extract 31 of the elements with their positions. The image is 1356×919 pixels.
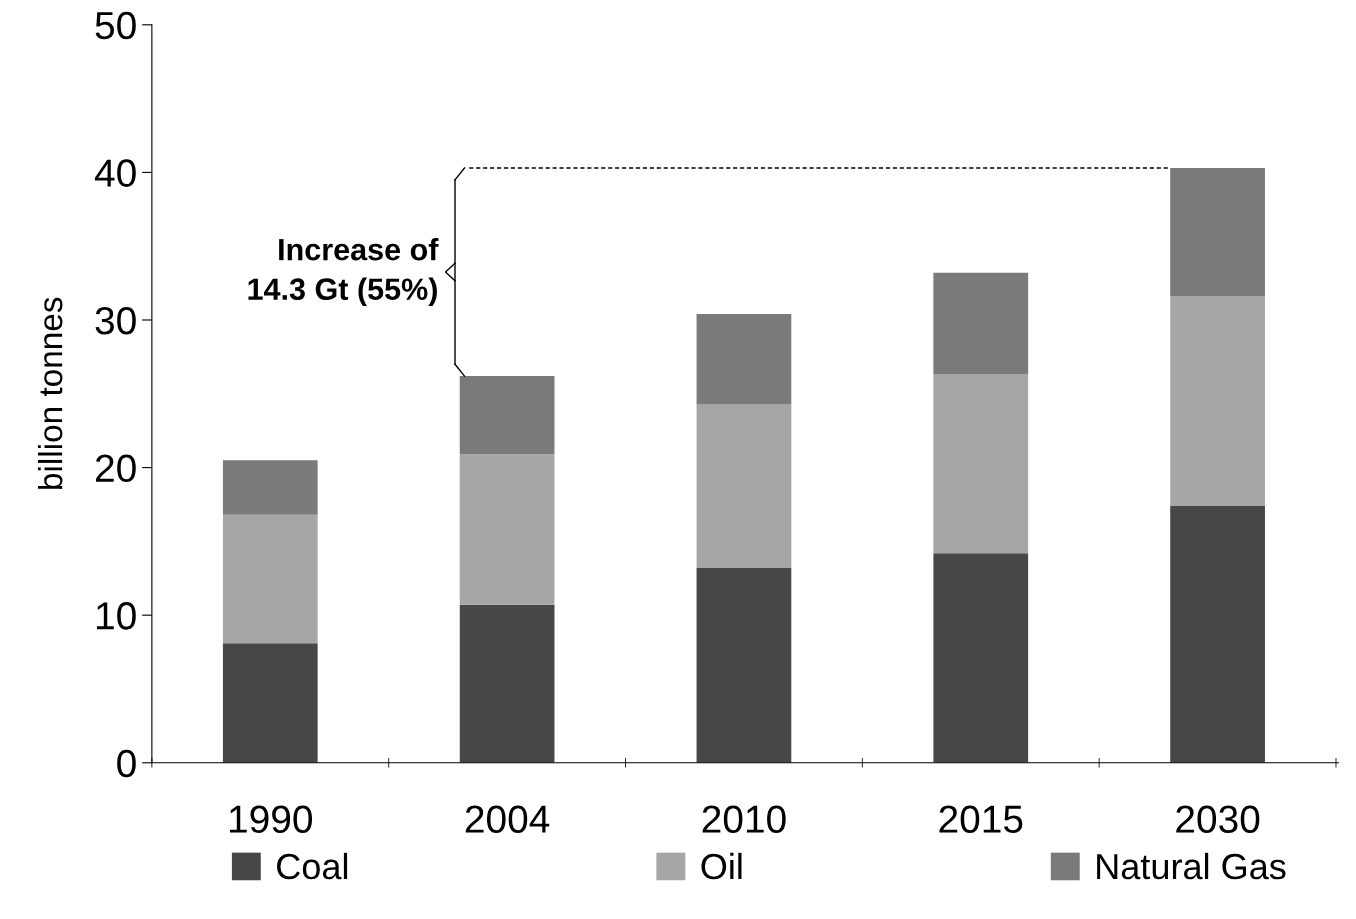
bar [1170, 167, 1265, 297]
y-tick-label: 0 [117, 749, 136, 778]
bar [459, 376, 555, 455]
bar [222, 514, 318, 644]
y-tick-label: 20 [95, 454, 136, 483]
bar [696, 567, 792, 763]
x-tick-label: 2010 [702, 805, 786, 833]
x-tick-label: 2030 [1176, 805, 1260, 833]
x-tick-label: 2004 [465, 805, 550, 833]
bar [222, 643, 318, 763]
y-tick-label: 10 [97, 602, 136, 630]
bar [1170, 505, 1265, 763]
bar [933, 272, 1029, 375]
annotation: Increase of 14.3 Gt (55%) [248, 238, 439, 307]
legend-label: Coal [277, 852, 348, 880]
legend-label: Oil [701, 852, 742, 880]
bar [696, 314, 792, 405]
y-axis-title: billion tonnes [37, 297, 63, 489]
x-tick-label: 2015 [939, 805, 1023, 833]
bar [459, 454, 555, 605]
bar [933, 374, 1029, 554]
y-tick-label: 50 [95, 11, 136, 40]
x-tick-label: 1990 [230, 805, 313, 833]
bar [459, 604, 555, 763]
y-tick-label: 30 [95, 306, 136, 335]
bar [696, 404, 792, 568]
legend-label: Natural Gas [1097, 852, 1286, 880]
bar [222, 460, 318, 515]
bar [1170, 296, 1265, 506]
bar [933, 553, 1029, 763]
y-tick-label: 40 [94, 159, 136, 187]
